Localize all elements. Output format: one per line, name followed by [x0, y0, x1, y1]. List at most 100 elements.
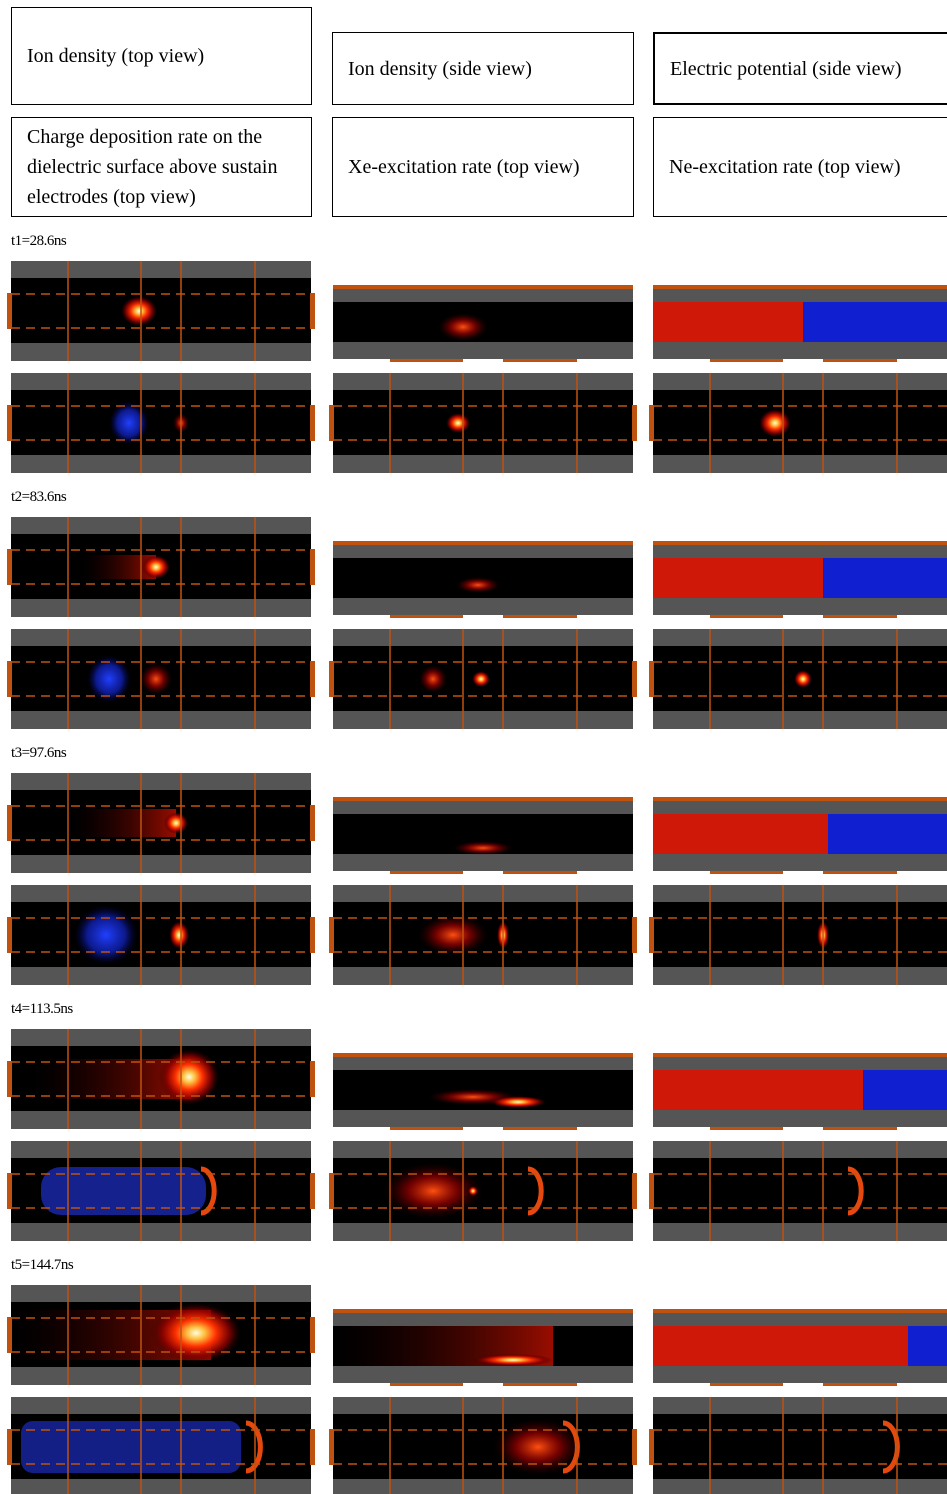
panel	[333, 541, 633, 618]
sustain-electrode	[823, 1383, 897, 1386]
sustain-electrode	[503, 615, 577, 618]
glow	[759, 409, 791, 437]
barrier	[7, 917, 12, 953]
sustain-electrode	[390, 615, 463, 618]
barrier	[310, 1317, 315, 1353]
panel	[333, 285, 633, 362]
sustain-electrode	[390, 359, 463, 362]
panel	[7, 1141, 315, 1241]
panel	[653, 797, 947, 874]
glow	[151, 1303, 241, 1363]
glow	[438, 313, 488, 341]
negative-charge	[21, 1421, 241, 1473]
sustain-electrode	[710, 615, 783, 618]
sustain-electrode	[390, 1127, 463, 1130]
glow	[121, 296, 157, 326]
barrier	[7, 1317, 12, 1353]
glow	[169, 921, 189, 949]
panel	[649, 1397, 947, 1494]
sustain-electrode	[823, 871, 897, 874]
panel	[333, 797, 633, 874]
barrier	[632, 1173, 637, 1209]
simulation-panels	[0, 0, 947, 1494]
barrier	[310, 805, 315, 841]
glow	[456, 577, 500, 593]
barrier	[310, 917, 315, 953]
sustain-electrode	[823, 359, 897, 362]
channel	[11, 902, 311, 967]
sustain-electrode	[503, 871, 577, 874]
barrier	[310, 405, 315, 441]
glow	[164, 812, 188, 834]
panel	[7, 1397, 315, 1494]
address-electrode	[333, 541, 633, 545]
glow	[473, 1354, 553, 1366]
barrier	[7, 405, 12, 441]
glow	[468, 1186, 478, 1196]
channel	[333, 1414, 633, 1479]
sustain-electrode	[503, 1383, 577, 1386]
address-electrode	[333, 797, 633, 801]
potential-positive	[653, 558, 823, 598]
barrier	[310, 549, 315, 585]
barrier	[329, 1429, 334, 1465]
panel	[653, 1309, 947, 1386]
barrier	[329, 1173, 334, 1209]
potential-negative	[863, 1070, 947, 1110]
glow	[446, 413, 470, 433]
time-label: t1=28.6ns	[11, 233, 66, 250]
barrier	[632, 1429, 637, 1465]
potential-positive	[653, 1070, 863, 1110]
barrier	[632, 917, 637, 953]
panel	[333, 1309, 633, 1386]
channel	[653, 1414, 947, 1479]
panel	[329, 1141, 637, 1241]
figure: Ion density (top view) Ion density (side…	[0, 0, 947, 1494]
sustain-electrode	[823, 1127, 897, 1130]
panel	[329, 885, 637, 985]
sustain-electrode	[503, 1127, 577, 1130]
panel	[7, 773, 315, 873]
potential-negative	[823, 558, 947, 598]
glow	[419, 665, 447, 693]
barrier	[649, 1173, 654, 1209]
barrier	[329, 661, 334, 697]
panel	[7, 1029, 315, 1129]
barrier	[649, 917, 654, 953]
barrier	[7, 1429, 12, 1465]
barrier	[310, 1061, 315, 1097]
panel	[7, 629, 315, 729]
barrier	[7, 1173, 12, 1209]
tail	[71, 809, 176, 837]
potential-negative	[828, 814, 947, 854]
panel	[653, 541, 947, 618]
address-electrode	[653, 1309, 947, 1313]
panel	[7, 885, 315, 985]
panel	[7, 517, 315, 617]
barrier	[310, 1173, 315, 1209]
barrier	[310, 293, 315, 329]
barrier	[310, 661, 315, 697]
address-electrode	[653, 285, 947, 289]
barrier	[7, 293, 12, 329]
time-label: t5=144.7ns	[11, 1257, 73, 1274]
barrier	[7, 805, 12, 841]
barrier	[649, 661, 654, 697]
barrier	[632, 661, 637, 697]
glow	[418, 915, 488, 955]
time-label: t4=113.5ns	[11, 1001, 73, 1018]
channel	[333, 390, 633, 455]
channel	[653, 1158, 947, 1223]
address-electrode	[333, 285, 633, 289]
panel	[329, 629, 637, 729]
barrier	[7, 549, 12, 585]
time-label: t2=83.6ns	[11, 489, 66, 506]
panel	[7, 261, 315, 361]
barrier	[632, 405, 637, 441]
panel	[649, 1141, 947, 1241]
panel	[649, 373, 947, 473]
panel	[7, 1285, 315, 1385]
potential-positive	[653, 1326, 908, 1366]
panel	[649, 885, 947, 985]
sustain-electrode	[710, 871, 783, 874]
